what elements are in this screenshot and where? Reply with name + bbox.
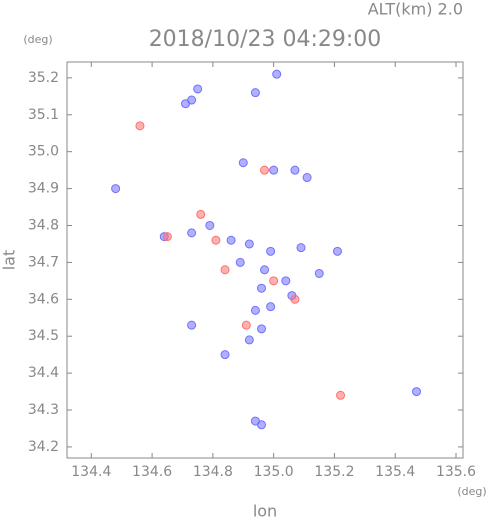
- point: [290, 165, 300, 175]
- point: [193, 84, 203, 94]
- point: [314, 268, 324, 278]
- x-tick-label: 135.6: [436, 464, 476, 480]
- point: [257, 420, 267, 430]
- point: [226, 235, 236, 245]
- point: [244, 335, 254, 345]
- x-tick-label: 135.2: [314, 464, 354, 480]
- x-tick-label: 135.0: [254, 464, 294, 480]
- x-axis-label: lon: [253, 502, 277, 521]
- point: [187, 228, 197, 238]
- point: [241, 320, 251, 330]
- y-tick-label: 34.7: [28, 254, 59, 270]
- y-tick-label: 34.4: [28, 365, 59, 381]
- point: [244, 239, 254, 249]
- point: [220, 350, 230, 360]
- annotation: ALT(km) 2.0: [368, 0, 463, 19]
- y-unit: (deg): [23, 33, 52, 46]
- y-tick-label: 34.8: [28, 217, 59, 233]
- point: [332, 246, 342, 256]
- plot-frame: [66, 61, 464, 459]
- chart-title: 2018/10/23 04:29:00: [149, 27, 382, 52]
- y-tick-label: 34.2: [28, 439, 59, 455]
- point: [181, 99, 191, 109]
- point: [238, 158, 248, 168]
- y-tick-label: 35.0: [28, 144, 59, 160]
- point: [336, 390, 346, 400]
- point: [257, 283, 267, 293]
- point: [260, 165, 270, 175]
- point: [269, 276, 279, 286]
- point: [220, 265, 230, 275]
- x-tick-label: 134.6: [132, 464, 172, 480]
- point: [187, 320, 197, 330]
- point: [281, 276, 291, 286]
- y-tick-label: 35.2: [28, 70, 59, 86]
- y-tick-label: 34.9: [28, 181, 59, 197]
- y-tick-label: 34.6: [28, 291, 59, 307]
- y-tick-label: 35.1: [28, 107, 59, 123]
- point: [211, 235, 221, 245]
- point: [135, 121, 145, 131]
- point: [302, 173, 312, 183]
- point: [205, 220, 215, 230]
- point: [260, 265, 270, 275]
- x-unit: (deg): [457, 485, 486, 498]
- point: [412, 387, 422, 397]
- point: [162, 232, 172, 242]
- point: [266, 302, 276, 312]
- point: [290, 294, 300, 304]
- point: [266, 246, 276, 256]
- x-tick-label: 135.4: [375, 464, 415, 480]
- point: [250, 88, 260, 98]
- point: [235, 257, 245, 267]
- y-tick-label: 34.5: [28, 328, 59, 344]
- point: [296, 243, 306, 253]
- point: [269, 165, 279, 175]
- point: [272, 69, 282, 79]
- point: [111, 184, 121, 194]
- point: [196, 209, 206, 219]
- y-tick-label: 34.3: [28, 402, 59, 418]
- point: [250, 305, 260, 315]
- point: [257, 324, 267, 334]
- x-tick-label: 134.4: [71, 464, 111, 480]
- x-tick-label: 134.8: [193, 464, 233, 480]
- y-axis-label: lat: [0, 250, 19, 271]
